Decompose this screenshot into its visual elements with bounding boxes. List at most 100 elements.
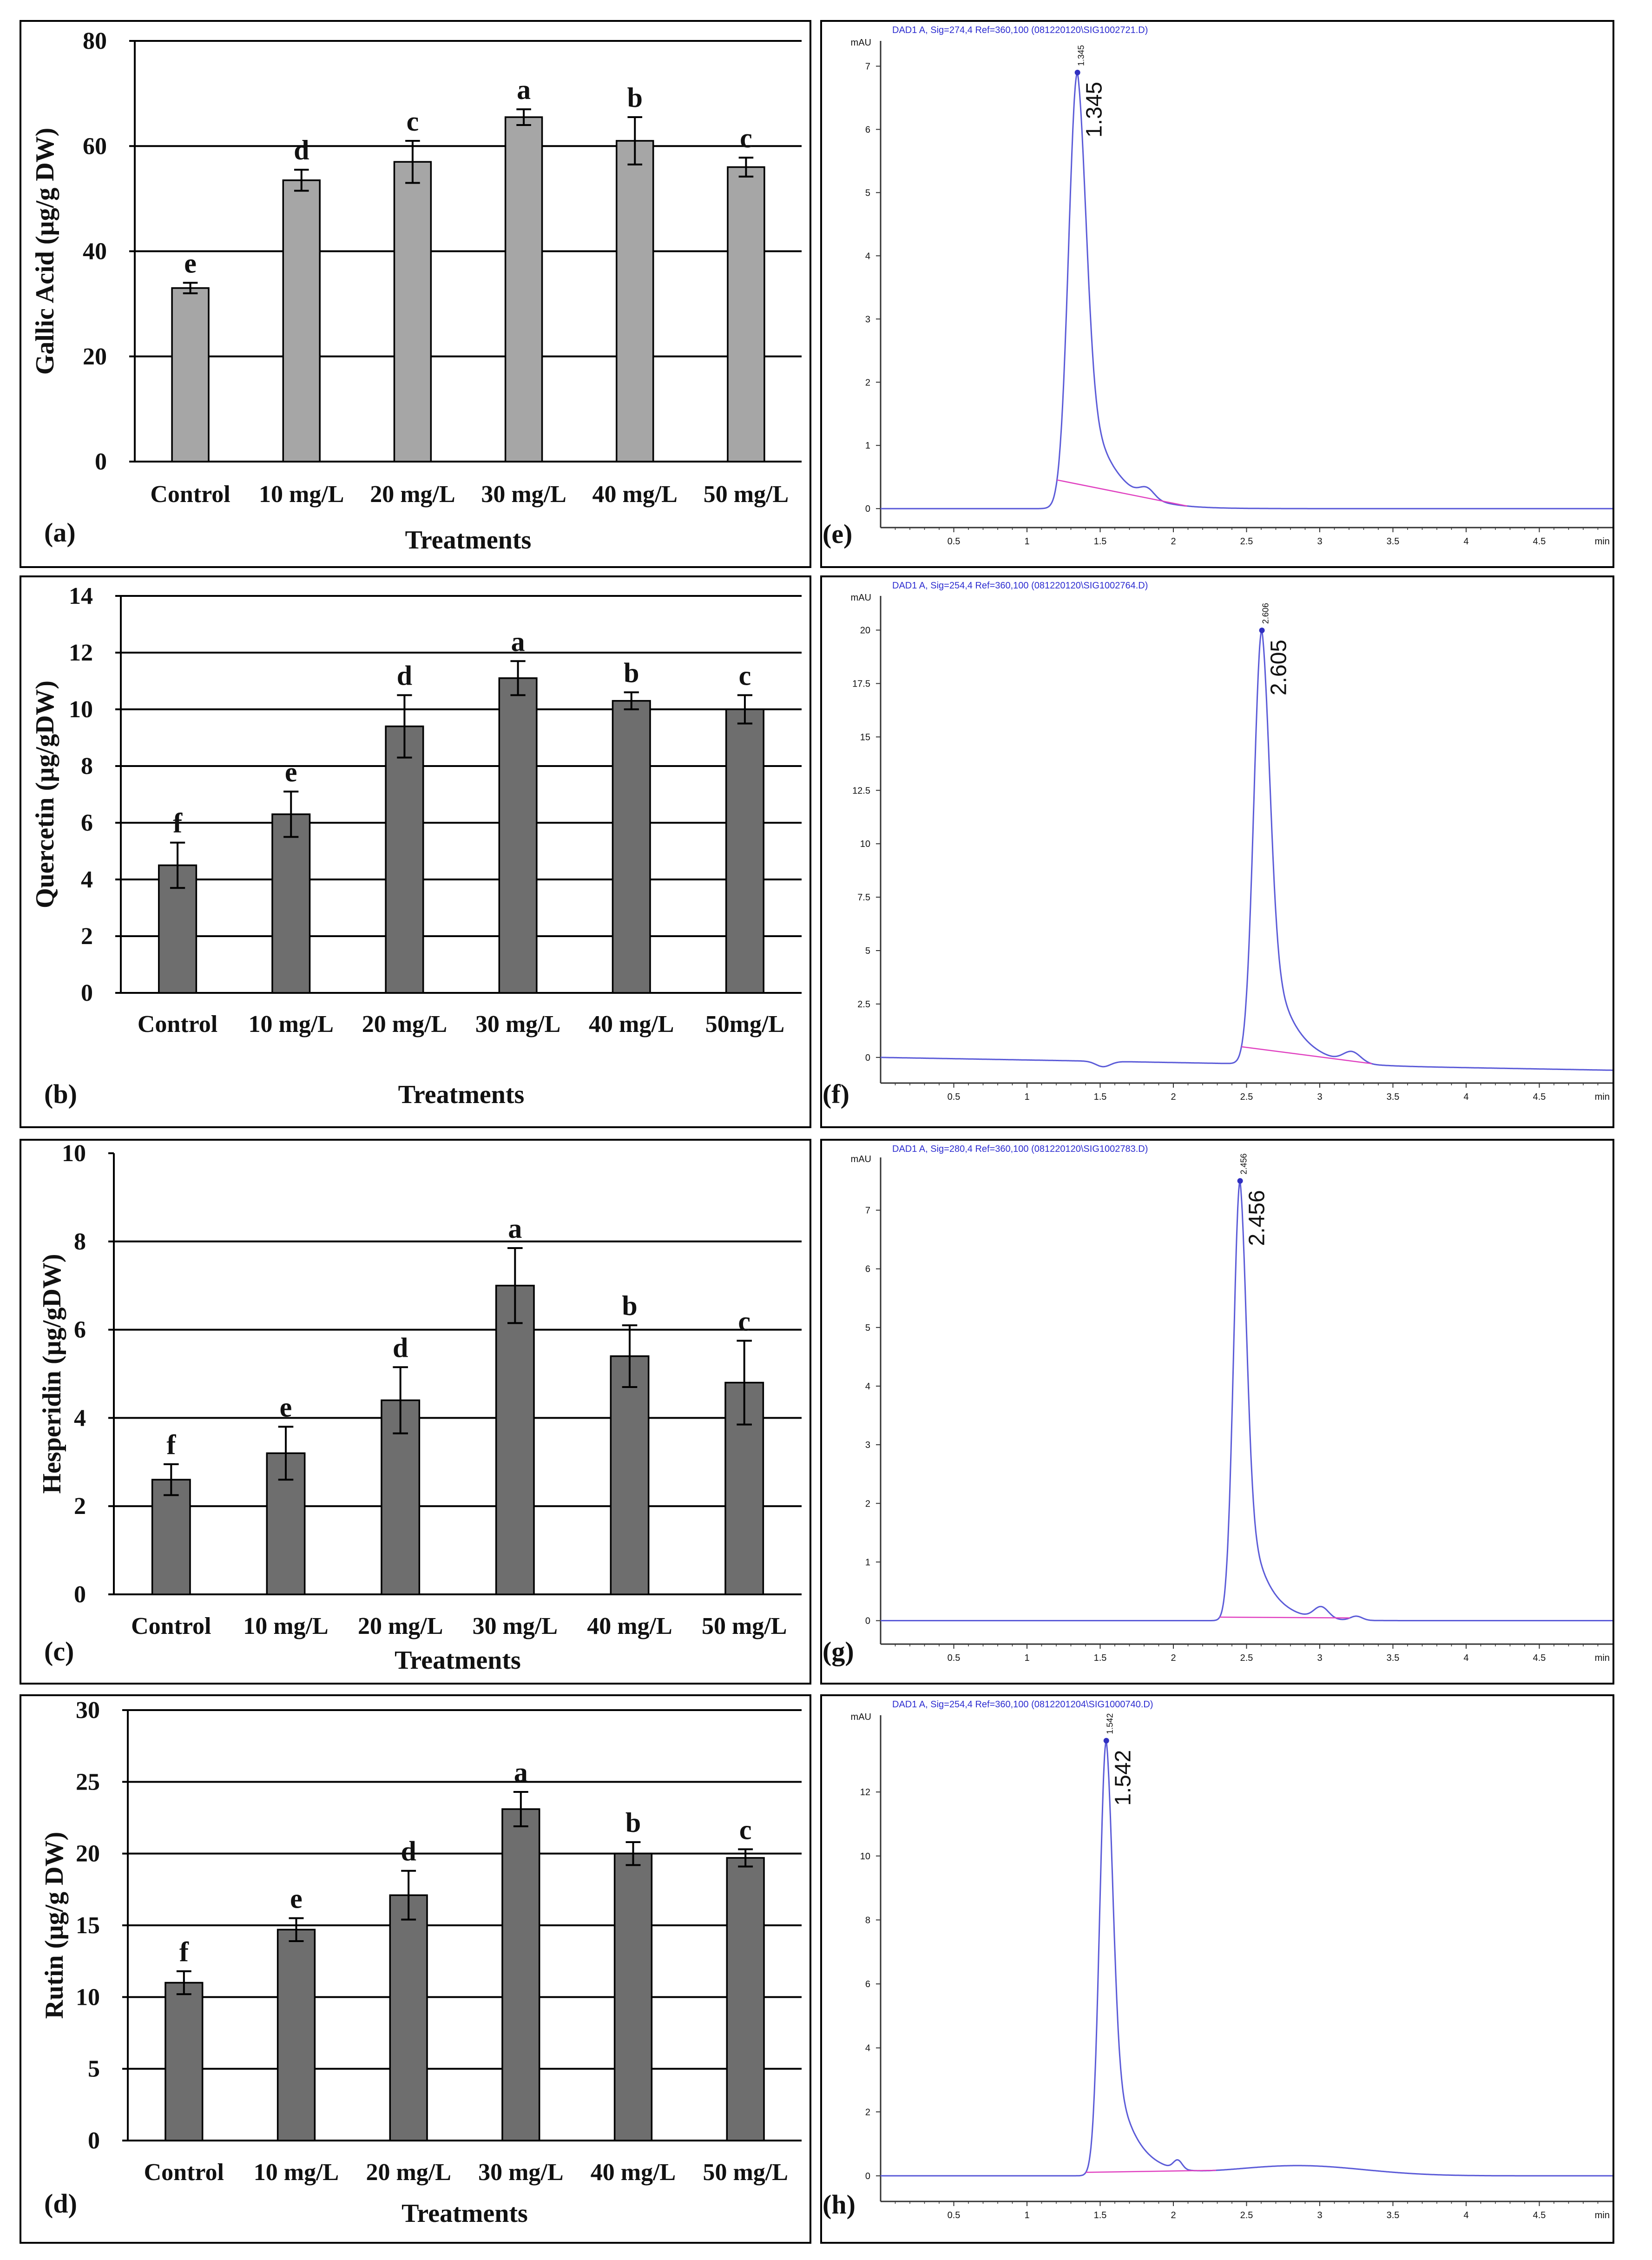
peak-retention-label: 2.605 — [1267, 640, 1291, 695]
y-tick-label: 0 — [865, 1053, 870, 1063]
y-tick-label: 8 — [81, 753, 93, 780]
x-tick-label: 4.5 — [1533, 536, 1546, 547]
y-axis-title: Hesperidin (µg/gDW) — [38, 1254, 66, 1493]
category-label: 20 mg/L — [370, 481, 455, 508]
peak-retention-label: 1.542 — [1111, 1750, 1136, 1806]
y-tick-label: 0 — [88, 2128, 100, 2154]
y-tick-label: 5 — [88, 2056, 100, 2082]
bar-4 — [501, 1808, 540, 2141]
panel-label: (e) — [823, 519, 852, 549]
y-tick-label: 10 — [62, 1140, 86, 1167]
signal-trace — [881, 1181, 1613, 1621]
bar-1 — [171, 287, 210, 463]
peak-apex-marker — [1103, 1738, 1109, 1744]
x-tick-label: 3 — [1317, 1653, 1322, 1663]
category-label: 40 mg/L — [587, 1613, 672, 1639]
bar-1 — [151, 1479, 191, 1595]
y-tick-label: 2 — [865, 2107, 870, 2117]
bar-3 — [385, 725, 424, 994]
chromatogram-f: DAD1 A, Sig=254,4 Ref=360,100 (081220120… — [820, 575, 1614, 1128]
x-tick-label: 3.5 — [1387, 1653, 1400, 1663]
panel-border — [820, 1694, 1614, 2244]
x-tick-label: 4 — [1463, 536, 1468, 547]
chromatogram-h: DAD1 A, Sig=254,4 Ref=360,100 (081220120… — [820, 1694, 1614, 2244]
x-tick-label: 1.5 — [1094, 1653, 1107, 1663]
y-tick-label: 4 — [74, 1405, 86, 1431]
category-label: 20 mg/L — [358, 1613, 443, 1639]
y-axis-title: Gallic Acid (µg/g DW) — [31, 128, 59, 375]
y-tick-label: 15 — [860, 732, 870, 742]
y-tick-label: 8 — [74, 1229, 86, 1255]
y-tick-label: 2 — [865, 377, 870, 388]
y-tick-label: 0 — [865, 2171, 870, 2181]
category-label: 20 mg/L — [362, 1011, 447, 1037]
y-tick-label: 0 — [74, 1581, 86, 1608]
y-tick-label: 0 — [95, 449, 107, 475]
y-tick-label: 5 — [865, 1323, 870, 1333]
bar-2 — [276, 1929, 316, 2141]
x-tick-label: 2.5 — [1240, 2210, 1253, 2220]
panel-label: (g) — [823, 1636, 854, 1666]
x-axis-title: Treatments — [398, 1080, 525, 1109]
bar-5 — [613, 1852, 653, 2141]
category-label: 40 mg/L — [592, 481, 678, 508]
bar-1 — [165, 1982, 204, 2141]
significance-letter: f — [179, 1936, 189, 1967]
bar-6 — [726, 1857, 765, 2141]
panel-label: (f) — [823, 1079, 849, 1109]
y-tick-label: 7.5 — [857, 892, 870, 903]
x-tick-label: 2 — [1171, 1653, 1176, 1663]
panel-label: (d) — [44, 2188, 77, 2219]
y-tick-label: 14 — [69, 583, 93, 609]
y-tick-label: 25 — [76, 1769, 100, 1795]
y-tick-label: 10 — [76, 1984, 100, 2010]
significance-letter: a — [514, 1757, 528, 1788]
category-label: 50mg/L — [705, 1011, 784, 1037]
x-axis-title: Treatments — [395, 1646, 521, 1675]
x-tick-label: 1.5 — [1094, 536, 1107, 547]
y-tick-label: 20 — [76, 1841, 100, 1867]
category-label: 50 mg/L — [703, 2159, 788, 2186]
y-tick-label: 12.5 — [852, 786, 870, 796]
x-tick-label: 2 — [1171, 536, 1176, 547]
x-tick-label: 2.5 — [1240, 536, 1253, 547]
significance-letter: d — [401, 1836, 416, 1867]
significance-letter: d — [294, 135, 309, 165]
y-tick-label: 80 — [83, 28, 107, 54]
y-tick-label: 0 — [81, 980, 93, 1006]
integration-baseline — [1086, 2169, 1216, 2173]
category-label: 30 mg/L — [475, 1011, 560, 1037]
y-tick-label: 60 — [83, 133, 107, 159]
significance-letter: c — [739, 1814, 752, 1845]
category-label: 30 mg/L — [478, 2159, 563, 2186]
category-label: 20 mg/L — [366, 2159, 451, 2186]
x-tick-label: 3 — [1317, 1092, 1322, 1102]
x-tick-label: 3.5 — [1387, 536, 1400, 547]
x-tick-label: 2 — [1171, 2210, 1176, 2220]
significance-letter: e — [290, 1883, 303, 1914]
y-tick-label: 2.5 — [857, 999, 870, 1010]
x-tick-label: 1 — [1024, 536, 1029, 547]
chromatogram-header: DAD1 A, Sig=254,4 Ref=360,100 (081220120… — [892, 581, 1148, 591]
y-tick-label: 1 — [865, 441, 870, 451]
x-tick-label: 2 — [1171, 1092, 1176, 1102]
y-tick-label: 4 — [865, 2043, 870, 2054]
category-label: 10 mg/L — [259, 481, 344, 508]
bar-5 — [616, 140, 654, 463]
y-tick-label: 20 — [83, 344, 107, 370]
y-tick-label: 5 — [865, 946, 870, 956]
y-tick-label: 5 — [865, 188, 870, 198]
y-tick-label: 12 — [69, 640, 93, 666]
peak-apex-marker — [1074, 69, 1080, 75]
y-axis-title: Rutin (µg/g DW) — [40, 1832, 69, 2019]
significance-letter: a — [508, 1213, 522, 1244]
significance-letter: d — [393, 1332, 408, 1363]
significance-letter: e — [285, 757, 297, 787]
x-tick-label: 0.5 — [948, 2210, 961, 2220]
category-label: 50 mg/L — [702, 1613, 787, 1639]
y-tick-label: 3 — [865, 314, 870, 324]
x-tick-label: 4 — [1463, 2210, 1468, 2220]
x-tick-label: 4 — [1463, 1092, 1468, 1102]
significance-letter: c — [738, 1306, 750, 1336]
